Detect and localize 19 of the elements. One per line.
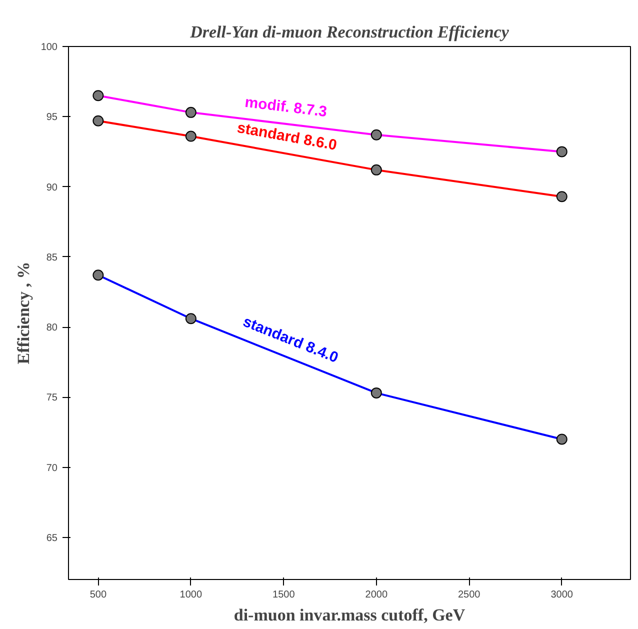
y-tick-label: 85 (46, 252, 58, 264)
y-tick-label: 80 (46, 322, 58, 334)
y-tick-label: 100 (40, 42, 58, 53)
x-tick-label: 1000 (180, 590, 202, 600)
text: standard 8.6.0 (236, 119, 338, 154)
text: modif. 8.7.3 (244, 94, 328, 121)
y-tick-label: 65 (46, 532, 58, 544)
x-tick-label: 1500 (272, 590, 296, 600)
y-tick-label: 70 (46, 462, 58, 474)
x-tick-label: 3000 (550, 590, 574, 600)
x-axis-title: di-muon invar.mass cutoff, GeV (234, 606, 466, 624)
x-tick-label: 2000 (365, 590, 388, 600)
y-tick-label: 95 (46, 112, 58, 124)
x-tick-label: 500 (90, 590, 107, 600)
y-axis-title: Efficiency , % (14, 262, 33, 364)
chart-title: Drell-Yan di-muon Reconstruction Efficiency (189, 22, 510, 42)
x-tick-label: 2500 (458, 590, 481, 600)
y-tick-label: 90 (46, 182, 58, 194)
y-tick-label: 75 (46, 392, 58, 404)
